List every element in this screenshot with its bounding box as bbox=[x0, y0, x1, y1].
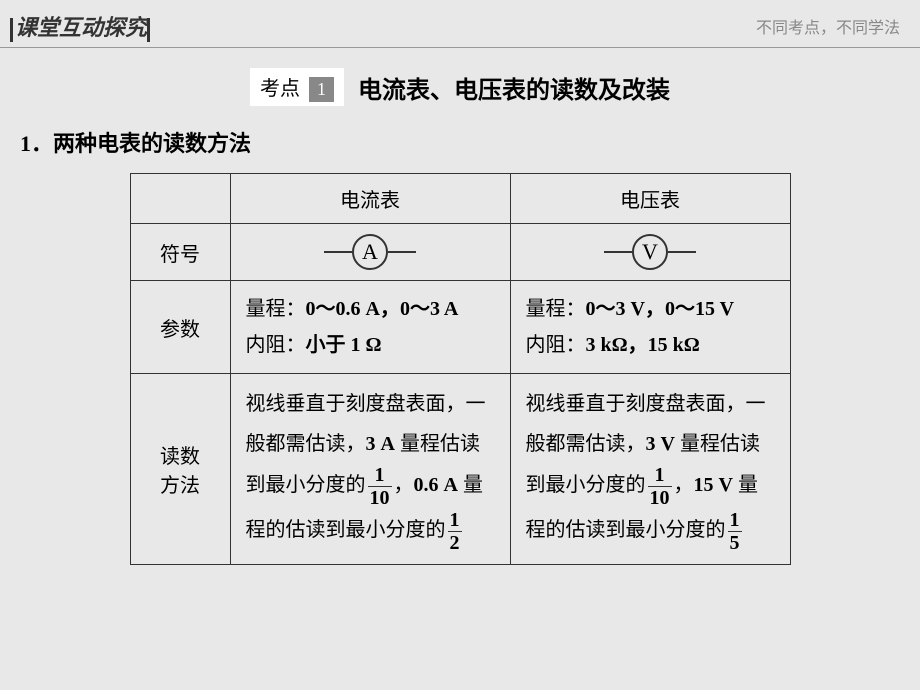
ammeter-header: 电流表 bbox=[230, 174, 510, 224]
ammeter-symbol-cell: A bbox=[230, 224, 510, 281]
ammeter-06a: 0.6 A bbox=[414, 474, 458, 496]
comma: ， bbox=[674, 474, 694, 496]
page-header: 课堂互动探究 不同考点，不同学法 bbox=[0, 0, 920, 48]
frac-num: 1 bbox=[448, 509, 462, 532]
frac-num: 1 bbox=[368, 464, 392, 487]
voltmeter-15v: 15 V bbox=[694, 474, 733, 496]
ammeter-symbol-icon: A bbox=[324, 234, 416, 270]
symbol-row-label: 符号 bbox=[130, 224, 230, 281]
voltmeter-symbol-icon: V bbox=[604, 234, 696, 270]
voltmeter-3v: 3 V bbox=[646, 433, 675, 455]
method-label-line2: 方法 bbox=[160, 475, 200, 497]
voltmeter-resistance: 3 kΩ，15 kΩ bbox=[586, 334, 700, 356]
range-label: 量程： bbox=[526, 298, 586, 320]
frac-den: 10 bbox=[368, 487, 392, 509]
section-title: 1．两种电表的读数方法 bbox=[20, 126, 880, 158]
voltmeter-header: 电压表 bbox=[510, 174, 790, 224]
symbol-row: 符号 A V bbox=[130, 224, 790, 281]
ammeter-method-cell: 视线垂直于刻度盘表面，一般都需估读，3 A 量程估读到最小分度的110，0.6 … bbox=[230, 374, 510, 565]
kaodian-box: 考点 1 bbox=[250, 68, 344, 106]
main-content: 考点 1 电流表、电压表的读数及改装 1．两种电表的读数方法 电流表 电压表 符… bbox=[0, 48, 920, 585]
section-num: 1． bbox=[20, 131, 53, 156]
voltmeter-range: 0～3 V，0～15 V bbox=[586, 298, 735, 320]
ammeter-3a: 3 A bbox=[366, 433, 395, 455]
kaodian-number: 1 bbox=[309, 77, 334, 102]
voltmeter-params-cell: 量程：0～3 V，0～15 V 内阻：3 kΩ，15 kΩ bbox=[510, 281, 790, 374]
main-title: 电流表、电压表的读数及改装 bbox=[358, 70, 670, 105]
title-row: 考点 1 电流表、电压表的读数及改装 bbox=[40, 68, 880, 106]
vertical-bar-icon bbox=[147, 18, 150, 42]
params-row-label: 参数 bbox=[130, 281, 230, 374]
meter-line-left bbox=[604, 251, 632, 253]
voltmeter-circle: V bbox=[632, 234, 668, 270]
resistance-label: 内阻： bbox=[526, 334, 586, 356]
meter-line-right bbox=[668, 251, 696, 253]
frac-den: 10 bbox=[648, 487, 672, 509]
ammeter-range: 0～0.6 A，0～3 A bbox=[306, 298, 459, 320]
fraction-1-5: 15 bbox=[728, 509, 742, 554]
voltmeter-symbol-cell: V bbox=[510, 224, 790, 281]
table-header-row: 电流表 电压表 bbox=[130, 174, 790, 224]
fraction-1-10: 110 bbox=[648, 464, 672, 509]
method-row-label: 读数 方法 bbox=[130, 374, 230, 565]
range-label: 量程： bbox=[246, 298, 306, 320]
params-row: 参数 量程：0～0.6 A，0～3 A 内阻：小于 1 Ω 量程：0～3 V，0… bbox=[130, 281, 790, 374]
comparison-table: 电流表 电压表 符号 A V 参数 量 bbox=[130, 173, 791, 565]
kaodian-label: 考点 bbox=[260, 78, 300, 100]
meter-line-left bbox=[324, 251, 352, 253]
comma: ， bbox=[394, 474, 414, 496]
vertical-bar-icon bbox=[10, 18, 13, 42]
ammeter-params-cell: 量程：0～0.6 A，0～3 A 内阻：小于 1 Ω bbox=[230, 281, 510, 374]
header-left-text: 课堂互动探究 bbox=[15, 15, 147, 40]
frac-den: 5 bbox=[728, 532, 742, 554]
section-text: 两种电表的读数方法 bbox=[53, 131, 251, 156]
header-left-title: 课堂互动探究 bbox=[10, 10, 152, 42]
fraction-1-2: 12 bbox=[448, 509, 462, 554]
frac-num: 1 bbox=[728, 509, 742, 532]
method-label-line1: 读数 bbox=[160, 446, 200, 468]
ammeter-circle: A bbox=[352, 234, 388, 270]
fraction-1-10: 110 bbox=[368, 464, 392, 509]
header-right-text: 不同考点，不同学法 bbox=[756, 14, 900, 38]
empty-header-cell bbox=[130, 174, 230, 224]
resistance-label: 内阻： bbox=[246, 334, 306, 356]
voltmeter-method-cell: 视线垂直于刻度盘表面，一般都需估读，3 V 量程估读到最小分度的110，15 V… bbox=[510, 374, 790, 565]
meter-line-right bbox=[388, 251, 416, 253]
frac-den: 2 bbox=[448, 532, 462, 554]
method-row: 读数 方法 视线垂直于刻度盘表面，一般都需估读，3 A 量程估读到最小分度的11… bbox=[130, 374, 790, 565]
ammeter-resistance: 小于 1 Ω bbox=[306, 334, 382, 356]
frac-num: 1 bbox=[648, 464, 672, 487]
